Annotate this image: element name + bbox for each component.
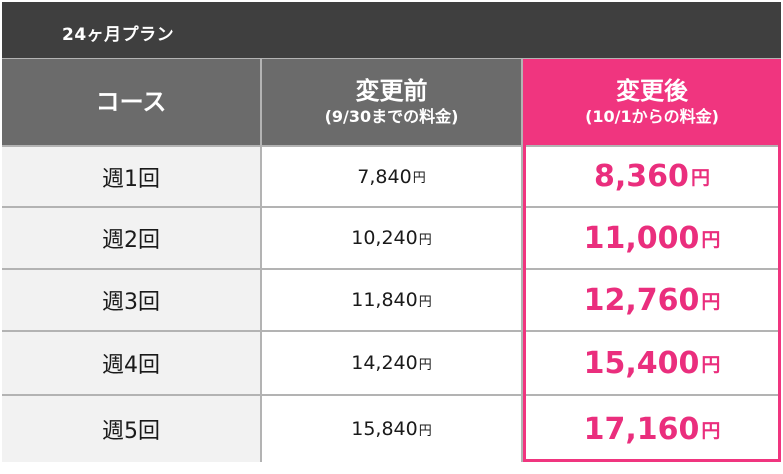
course-label: 週4回 [102,353,160,378]
table-row-after: 11,000 円 [523,208,781,268]
table-row-after: 12,760 円 [523,270,781,330]
header-course: コース [2,59,260,145]
yen-unit: 円 [701,353,721,376]
table-row-course: 週1回 [2,147,260,206]
yen-unit: 円 [412,171,426,186]
header-course-label: コース [95,88,167,116]
table-row-course: 週2回 [2,208,260,268]
header-before-sub: (9/30までの料金) [324,107,459,126]
yen-unit: 円 [418,423,432,439]
table-row-course: 週4回 [2,332,260,394]
yen-unit: 円 [701,419,721,442]
header-before-title: 変更前 [355,77,428,105]
after-price: 12,760 [583,282,700,318]
course-label: 週5回 [102,419,160,444]
table-row-before: 10,240 円 [262,208,521,268]
header-after-sub: (10/1からの料金) [585,107,719,126]
table-row-before: 14,240 円 [262,332,521,394]
yen-unit: 円 [701,228,721,251]
course-label: 週2回 [102,228,160,253]
table-row-before: 15,840 円 [262,396,521,462]
yen-unit: 円 [418,232,432,248]
yen-unit: 円 [418,294,432,310]
course-label: 週1回 [102,166,160,192]
before-price: 14,240 [351,352,418,374]
after-price: 15,400 [583,345,700,381]
table-row-after: 17,160 円 [523,396,781,462]
before-price: 7,840 [357,165,412,188]
table-row-before: 11,840 円 [262,270,521,330]
before-price: 15,840 [351,418,418,440]
table-row-after: 8,360 円 [523,147,781,206]
before-price: 11,840 [351,289,418,311]
after-price: 8,360 [594,159,689,194]
plan-title-bar: 24ヶ月プラン [2,2,781,58]
before-price: 10,240 [351,227,418,249]
course-label: 週3回 [102,290,160,315]
table-row-before: 7,840 円 [262,147,521,206]
table-row-course: 週3回 [2,270,260,330]
yen-unit: 円 [690,167,710,189]
header-after: 変更後 (10/1からの料金) [523,59,781,145]
after-price: 17,160 [583,411,700,447]
after-price: 11,000 [583,220,700,256]
yen-unit: 円 [418,357,432,373]
yen-unit: 円 [701,290,721,313]
table-row-after: 15,400 円 [523,332,781,394]
header-after-title: 変更後 [616,77,688,105]
table-row-course: 週5回 [2,396,260,462]
header-before: 変更前 (9/30までの料金) [262,59,521,145]
plan-title: 24ヶ月プラン [62,25,175,45]
